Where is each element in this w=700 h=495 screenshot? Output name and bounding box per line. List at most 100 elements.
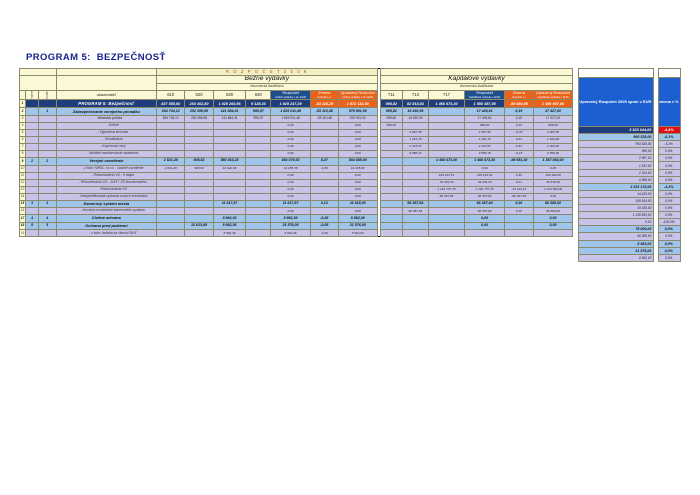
cell-subprogram	[37, 229, 57, 238]
cell-c620	[184, 128, 214, 137]
cell-kchg: -0,18	[503, 149, 534, 158]
cell-indicator-label: Zabezpečovanie verejného poriadku	[55, 107, 158, 116]
cell-c620	[184, 199, 214, 209]
col-header-rowno	[18, 90, 27, 101]
cell-indicator-label: - Rekonštrukcia VO	[55, 185, 158, 194]
summary-total-row: 996,00	[578, 147, 654, 156]
cell-k717	[427, 221, 466, 231]
cell-indicator-label: PROGRAM 5: Bezpečnosť	[55, 99, 158, 109]
cell-change-pct: 0,0%	[657, 161, 682, 170]
cell-cadj: 0,00	[337, 171, 378, 180]
cell-k711	[379, 128, 404, 137]
cell-c630: 11 617,87	[212, 199, 247, 209]
table-row: 9 2 2 Verejné osvetlenie 2 821,48 905,82 850 3…	[18, 156, 574, 166]
cell-cchg: -0,36	[309, 164, 339, 173]
cell-k713	[402, 185, 429, 194]
cell-c630	[212, 142, 247, 151]
cell-cadj: 8 962,00	[337, 214, 378, 223]
summary-pct-row: -6,1%	[657, 133, 682, 142]
cell-c630	[212, 185, 247, 194]
cell-kadj: 17 427,00	[532, 107, 574, 116]
cell-cbud: 8 962,36	[270, 229, 311, 238]
cell-c620	[184, 142, 214, 151]
cell-cbud: 8 962,36	[270, 214, 311, 223]
cell-k717: 1 161 787,15	[427, 185, 466, 194]
cell-indicator-label: Ochrana pred požiarmi	[55, 221, 158, 231]
cell-cbud: 0,00	[270, 149, 311, 158]
col-header-program: Program	[25, 90, 39, 101]
cell-k713	[402, 229, 429, 238]
cell-kbud: 17 426,81	[464, 107, 505, 116]
row-number: 8	[18, 149, 27, 158]
cell-c620: 905,82	[184, 156, 214, 166]
col-header-711: 711	[379, 90, 404, 101]
cell-kadj: 9 958,00	[532, 149, 574, 158]
cell-indicator-label: - Neišpecifikovaná výstavba nových svet.…	[55, 192, 158, 201]
cell-c620	[184, 229, 214, 238]
cell-k713: 16 430,99	[402, 114, 429, 123]
summary-total-row: 8 962,00	[578, 239, 654, 248]
cell-c640	[245, 171, 272, 180]
cell-kadj: 1 162,00	[532, 135, 574, 144]
summary-total-row: 78 006,00	[578, 225, 654, 234]
cell-program	[25, 149, 39, 158]
cell-c640: 9 128,33	[245, 99, 272, 109]
cell-change-pct: 0,0%	[657, 211, 682, 220]
cell-total-2009: 1 128 593,00	[578, 211, 654, 220]
cell-k713	[402, 178, 429, 187]
cell-total-2009: 66 388,00	[578, 232, 654, 241]
cell-k713: 66 387,84	[402, 207, 429, 216]
cell-total-2009: 993 328,00	[578, 140, 654, 149]
cell-indicator-label: - Výpočtová technika	[55, 128, 158, 137]
cell-kchg: -99 581,30	[503, 156, 534, 166]
cell-subprogram	[37, 128, 57, 137]
col-header-current-change: Zmena rozpočtu +/-	[309, 90, 339, 101]
cell-indicator-label: Civilná ochrana	[55, 214, 158, 223]
cell-cchg: -0,36	[309, 229, 339, 238]
cell-program	[25, 178, 39, 187]
cell-k711: 995,82	[379, 121, 404, 130]
cell-k713	[402, 156, 429, 166]
cell-program	[25, 107, 39, 116]
table-row: 16 - Inovácia a rozšírenie kamerového sys…	[18, 207, 574, 216]
summary-pct-row: -4,3%	[657, 182, 682, 191]
cell-c610	[156, 171, 186, 180]
cell-k717	[427, 207, 466, 216]
table-row: 3 Mestská polícia 834 734,12 252 396,98 141 …	[18, 114, 574, 123]
cell-total-2009: 2 221 172,00	[578, 182, 654, 191]
cell-change-pct: -100,0%	[657, 218, 682, 227]
summary-pct-row: -100,0%	[657, 218, 682, 227]
cell-subprogram	[37, 99, 57, 109]
cell-subprogram: 4	[37, 214, 57, 223]
cell-cbud: 1 925 247,29	[270, 99, 311, 109]
cell-total-2009: 2 987,00	[578, 154, 654, 163]
cell-cadj: 975 901,00	[337, 107, 378, 116]
cell-k717	[427, 121, 466, 130]
cell-c610	[156, 199, 186, 209]
cell-cchg	[309, 171, 339, 180]
table-row: 17 4 4 Civilná ochrana 8 962,36 8 962,36 -0,36…	[18, 214, 574, 223]
cell-subprogram	[37, 192, 57, 201]
cell-k713: 66 387,84	[402, 199, 429, 209]
section-subtitle-row: ekonomická klasifikácia ekonomická klasi…	[19, 83, 574, 92]
cell-c630: 850 363,23	[212, 156, 247, 166]
summary-pct-row: 0,0%	[657, 175, 682, 184]
cell-cbud: 0,00	[270, 178, 311, 187]
cell-k711: 995,82	[379, 107, 404, 116]
cell-program	[25, 164, 39, 173]
cell-kbud: 39 334,79	[464, 178, 505, 187]
table-row: 11- Rekonštrukcia VO - II etapa 0,00 0,00 1…	[18, 171, 574, 180]
banner-row: R O Z P O Č E T 2 0 0 9	[19, 67, 574, 77]
cell-c630	[212, 135, 247, 144]
cell-k713: 2 323,57	[402, 142, 429, 151]
cell-kbud: 1 161 787,15	[464, 185, 505, 194]
cell-c610	[156, 214, 186, 223]
cell-cbud: 0,00	[270, 185, 311, 194]
cell-subprogram: 2	[37, 156, 57, 166]
cell-kadj: 0,00	[532, 221, 574, 231]
cell-kbud: 0,00	[464, 221, 505, 231]
cell-k711	[379, 171, 404, 180]
cell-cadj: 0,00	[337, 149, 378, 158]
cell-change-pct: -4,3%	[657, 182, 682, 191]
cell-cadj: 854 088,00	[337, 156, 378, 166]
